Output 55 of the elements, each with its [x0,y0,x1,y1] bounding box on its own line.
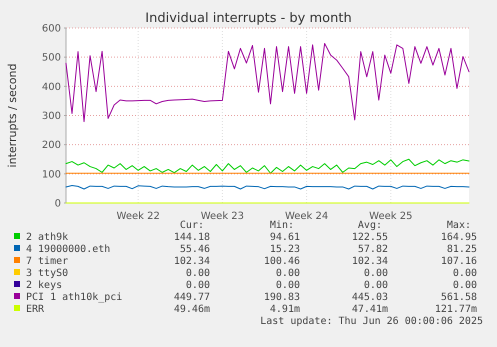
text: 449.77 [174,292,210,303]
text: 121.77m [434,304,477,315]
line-series [66,42,470,122]
legend-label: 3 ttyS0 [26,268,68,279]
text: 0.00 [186,268,210,279]
text: 0.00 [452,280,477,291]
text: Avg: [358,220,382,231]
y-tick-label: 300 [42,111,61,122]
text: 561.58 [440,292,477,303]
y-tick-label: 500 [42,52,61,64]
text: 144.18 [174,232,210,243]
text: 0.00 [452,268,477,279]
y-tick-label: 200 [42,140,61,152]
legend-label: 4 19000000.eth [26,244,110,255]
text: 164.95 [440,232,477,243]
x-tick-label: Week 25 [369,211,412,222]
text: 15.23 [270,244,300,255]
text: 4.91m [270,304,300,315]
text: Max: [446,220,471,231]
text: 102.34 [352,256,388,267]
text: 100.46 [264,256,300,267]
chart-title: Individual interrupts - by month [145,11,352,26]
x-tick-label: Week 22 [116,211,160,222]
legend-label: PCI 1 ath10k_pci [26,292,122,303]
legend-label: 7 timer [26,256,68,267]
x-tick-label: Week 24 [284,211,328,222]
text: 55.46 [180,244,210,255]
text: 81.25 [446,244,477,255]
text: 107.16 [440,256,477,267]
text: Cur: [180,220,204,231]
text: 49.46m [174,304,210,315]
text: 0.00 [186,280,210,291]
text: 102.34 [174,256,210,267]
text: 94.61 [270,232,300,243]
text: 57.82 [358,244,388,255]
legend-label: 2 ath9k [26,232,68,243]
line-series [66,158,470,174]
legend-label: 2 keys [26,280,62,291]
text: 47.41m [352,304,388,315]
text: Min: [270,220,294,231]
x-tick-label: Week 23 [200,211,244,222]
text: 0.00 [364,280,388,291]
text: Last update: Thu Jun 26 00:00:06 2025 [260,316,483,327]
y-tick-label: 0 [54,198,61,210]
y-tick-label: 100 [42,169,61,180]
text: 190.83 [264,292,300,303]
y-tick-label: 600 [42,24,61,34]
text: 0.00 [364,268,388,279]
y-axis-title: interrupts / second [6,64,19,168]
text: 0.00 [276,280,300,291]
text: 122.55 [352,232,388,243]
legend-label: ERR [26,304,46,315]
y-tick-label: 400 [42,82,61,93]
text: 0.00 [276,268,300,279]
text: 445.03 [352,292,388,303]
